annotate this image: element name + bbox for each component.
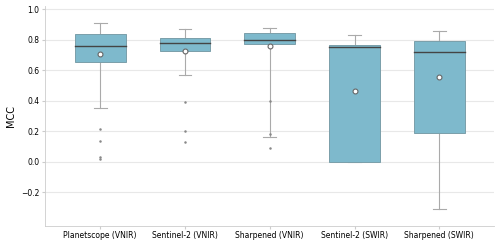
FancyBboxPatch shape	[74, 34, 126, 62]
Y-axis label: MCC: MCC	[6, 105, 16, 127]
FancyBboxPatch shape	[414, 41, 465, 133]
FancyBboxPatch shape	[329, 45, 380, 162]
FancyBboxPatch shape	[244, 33, 295, 44]
FancyBboxPatch shape	[160, 38, 210, 51]
